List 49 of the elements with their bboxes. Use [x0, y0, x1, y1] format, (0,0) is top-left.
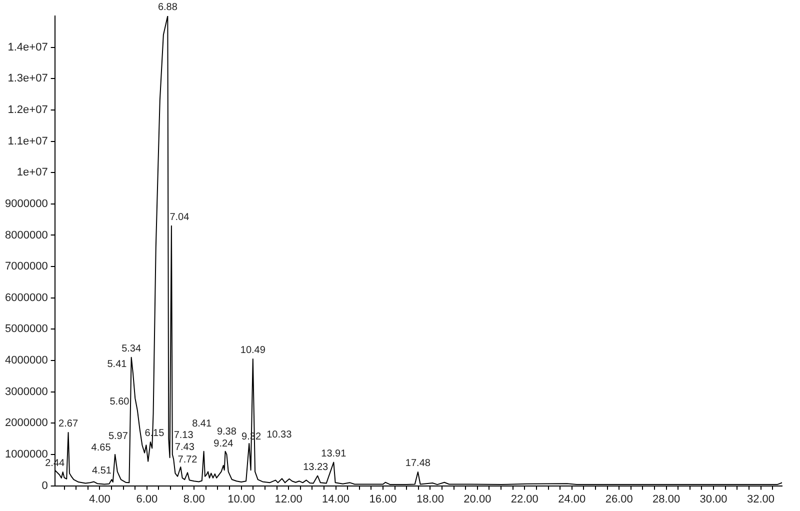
annotation: 5.34: [122, 343, 142, 354]
x-tick-label: 32.00: [746, 493, 775, 506]
y-tick-label: 1e+07: [16, 166, 48, 179]
annotation: 10.33: [266, 430, 292, 441]
annotation: 4.65: [91, 442, 112, 454]
y-tick-label: 1.1e+07: [8, 135, 48, 148]
annotation: 9.38: [216, 426, 237, 438]
x-tick-label: 22.00: [510, 493, 538, 506]
annotation: 6.88: [158, 2, 178, 13]
annotation: 17.48: [405, 458, 431, 470]
x-tick-label: 18.00: [416, 493, 444, 506]
x-tick-label: 20.00: [464, 493, 492, 506]
x-tick-label: 14.00: [322, 493, 350, 506]
annotation: 13.23: [303, 462, 329, 473]
x-tick-label: 26.00: [605, 493, 633, 506]
annotation: 7.04: [170, 212, 190, 223]
y-tick-label: 1.2e+07: [8, 104, 48, 116]
x-tick-label: 4.00: [88, 493, 110, 506]
annotation: 5.97: [108, 431, 128, 442]
y-tick-label: 5000000: [4, 323, 48, 336]
x-tick-label: 24.00: [558, 493, 586, 506]
x-tick-label: 12.00: [274, 493, 302, 506]
annotation: 7.72: [178, 454, 198, 466]
y-tick-label: 3000000: [4, 386, 48, 398]
y-tick-label: 0: [42, 480, 48, 492]
annotation: 7.13: [174, 430, 194, 442]
annotation: 9.24: [214, 438, 234, 450]
annotation: 8.41: [192, 418, 212, 430]
annotation: 5.60: [110, 396, 130, 408]
y-tick-label: 4000000: [4, 354, 48, 367]
x-tick-label: 8.00: [183, 493, 205, 506]
y-tick-label: 1.4e+07: [8, 41, 48, 54]
annotation: 13.91: [321, 448, 347, 460]
annotation: 5.41: [107, 359, 128, 370]
y-tick-label: 1.3e+07: [8, 72, 48, 85]
y-tick-label: 9000000: [4, 198, 48, 210]
y-tick-label: 6000000: [4, 292, 48, 304]
x-tick-label: 28.00: [652, 493, 680, 506]
y-tick-label: 2000000: [4, 417, 48, 430]
x-tick-label: 30.00: [700, 493, 728, 506]
x-tick-label: 16.00: [369, 493, 397, 506]
y-tick-label: 8000000: [4, 229, 48, 242]
x-tick-label: 10.00: [228, 493, 256, 506]
annotation: 4.51: [92, 466, 112, 477]
annotation: 2.67: [58, 418, 78, 430]
annotation: 7.43: [174, 442, 195, 454]
y-tick-label: 7000000: [4, 260, 48, 273]
x-tick-label: 6.00: [136, 493, 158, 506]
annotation: 10.49: [240, 344, 266, 356]
